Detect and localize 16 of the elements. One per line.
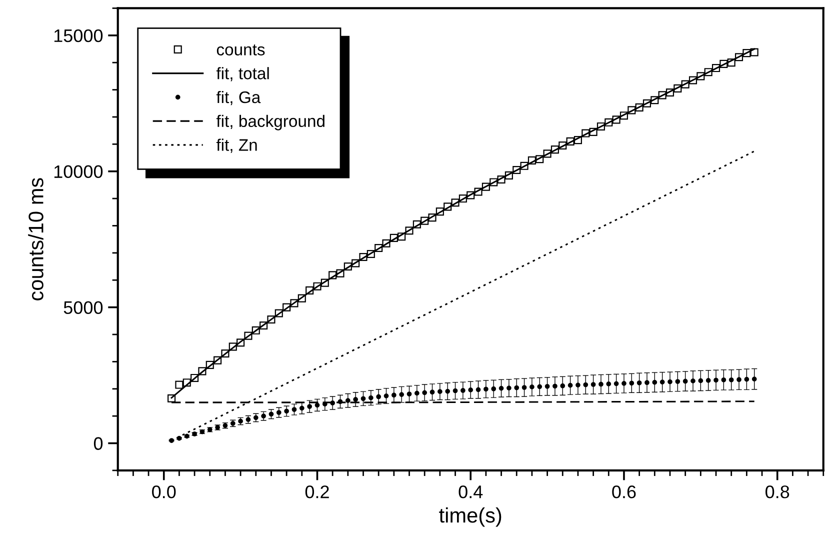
x-tick-label: 0.0	[152, 485, 176, 498]
x-tick-label: 0.8	[766, 485, 790, 498]
legend-label: fit, Ga	[216, 90, 261, 106]
y-axis-title: counts/10 ms	[28, 178, 44, 300]
y-tick-label: 15000	[54, 29, 103, 42]
legend-label: fit, background	[216, 114, 324, 130]
y-tick-label: 5000	[64, 301, 103, 314]
legend-label: fit, total	[216, 67, 269, 82]
x-axis-title: time(s)	[439, 507, 502, 527]
legend-label: fit, Zn	[216, 138, 257, 153]
x-tick-label: 0.4	[458, 485, 483, 498]
x-tick-label: 0.2	[305, 485, 329, 498]
y-tick-label: 0	[94, 437, 103, 450]
x-tick-label: 0.6	[612, 485, 636, 498]
y-tick-label: 10000	[54, 165, 103, 178]
legend-label: counts	[216, 44, 265, 56]
